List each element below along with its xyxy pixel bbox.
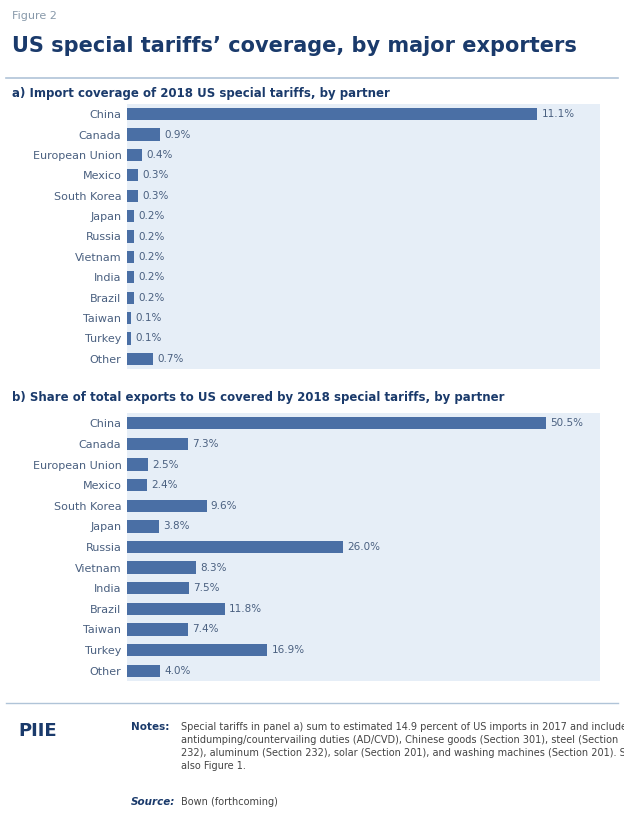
Text: PIIE: PIIE [19,722,57,740]
Text: 50.5%: 50.5% [550,418,583,428]
Bar [127,108,537,120]
Bar [127,210,134,222]
Bar [127,562,196,574]
Bar [127,417,546,430]
Text: Source:: Source: [131,797,175,808]
Bar [127,312,130,324]
Text: Special tariffs in panel a) sum to estimated 14.9 percent of US imports in 2017 : Special tariffs in panel a) sum to estim… [181,722,624,771]
Bar [127,291,134,304]
Bar [127,169,138,182]
Text: 26.0%: 26.0% [347,542,380,552]
Text: Figure 2: Figure 2 [12,11,57,21]
Text: 7.5%: 7.5% [193,583,220,593]
Bar [127,623,188,635]
Text: 0.3%: 0.3% [142,191,169,200]
Text: 16.9%: 16.9% [271,645,305,655]
Text: Bown (forthcoming): Bown (forthcoming) [181,797,278,808]
Text: 11.1%: 11.1% [542,109,575,119]
Text: 0.4%: 0.4% [146,150,173,160]
Text: b) Share of total exports to US covered by 2018 special tariffs, by partner: b) Share of total exports to US covered … [12,392,505,404]
Text: 0.2%: 0.2% [139,272,165,282]
Bar [127,459,148,471]
Text: 0.2%: 0.2% [139,252,165,262]
Bar [127,541,343,554]
Text: US special tariffs’ coverage, by major exporters: US special tariffs’ coverage, by major e… [12,36,577,56]
Bar [127,582,189,595]
Bar [127,602,225,615]
Bar [127,479,147,492]
Text: a) Import coverage of 2018 US special tariffs, by partner: a) Import coverage of 2018 US special ta… [12,87,391,100]
Text: 0.1%: 0.1% [135,313,162,323]
Text: 0.3%: 0.3% [142,170,169,181]
Text: 0.2%: 0.2% [139,293,165,303]
Text: 0.7%: 0.7% [157,354,183,364]
Text: 0.2%: 0.2% [139,232,165,242]
Text: 2.4%: 2.4% [151,480,178,490]
Bar [127,251,134,263]
Bar [127,129,160,141]
Bar [127,353,153,365]
Bar [127,644,267,656]
Text: 7.4%: 7.4% [193,625,219,634]
Bar [127,500,207,512]
Text: 0.9%: 0.9% [165,130,191,139]
Text: 4.0%: 4.0% [164,666,191,676]
Bar [127,190,138,202]
Bar [127,664,160,676]
Text: 0.1%: 0.1% [135,333,162,343]
Bar [127,438,188,450]
Text: 11.8%: 11.8% [229,604,262,614]
Bar [127,271,134,283]
Bar [127,332,130,345]
Text: 0.2%: 0.2% [139,211,165,221]
Text: 2.5%: 2.5% [152,460,178,469]
Bar [127,230,134,243]
Text: 3.8%: 3.8% [163,521,189,531]
Bar [127,521,158,533]
Text: 7.3%: 7.3% [192,439,218,449]
Text: 9.6%: 9.6% [211,501,237,511]
Text: 8.3%: 8.3% [200,563,227,573]
Text: Notes:: Notes: [131,722,169,732]
Bar [127,148,142,161]
